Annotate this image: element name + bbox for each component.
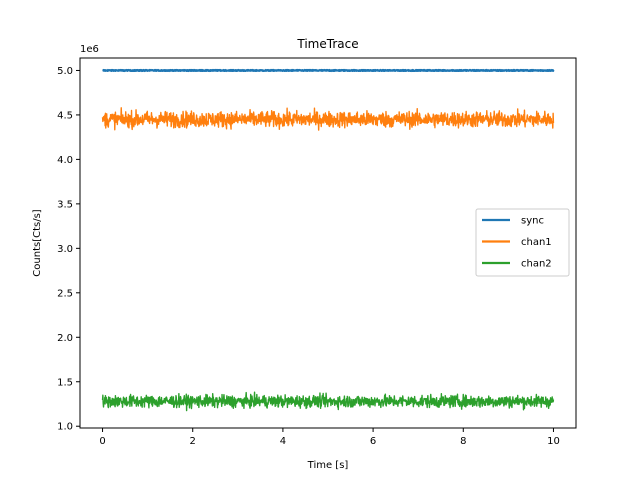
legend-label-sync: sync: [521, 216, 544, 227]
legend: sync chan1 chan2: [475, 208, 570, 277]
legend-label-chan2: chan2: [521, 259, 552, 270]
x-tick-label: 4: [280, 436, 286, 447]
y-offset-label: 1e6: [80, 44, 99, 55]
chart-title: TimeTrace: [296, 37, 358, 51]
y-axis-label: Counts[Cts/s]: [32, 209, 43, 277]
y-tick-label: 4.5: [57, 110, 73, 121]
x-tick-label: 10: [547, 436, 560, 447]
y-tick-label: 1.0: [57, 422, 73, 433]
y-tick-label: 4.0: [57, 155, 73, 166]
plot-frame: [79, 57, 577, 429]
series-line-chan2: [101, 391, 555, 412]
y-tick-label: 3.5: [57, 199, 73, 210]
x-tick-label: 8: [460, 436, 466, 447]
legend-box: [475, 208, 570, 277]
y-tick-label: 1.5: [57, 377, 73, 388]
y-tick-label: 3.0: [57, 244, 73, 255]
x-tick-label: 0: [99, 436, 105, 447]
x-tick-label: 6: [370, 436, 376, 447]
series-line-chan1: [101, 107, 555, 131]
y-axis: 1.0 1.5 2.0 2.5 3.0 3.5 4.0 4.5 5.0: [57, 66, 80, 433]
y-tick-label: 2.0: [57, 333, 73, 344]
x-axis-label: Time [s]: [307, 460, 349, 471]
y-tick-label: 2.5: [57, 288, 73, 299]
series-line-sync: [101, 68, 555, 72]
y-tick-label: 5.0: [57, 66, 73, 77]
series-layer: [101, 68, 555, 412]
x-axis: 0 2 4 6 8 10: [99, 428, 560, 447]
legend-label-chan1: chan1: [521, 237, 552, 248]
x-tick-label: 2: [190, 436, 196, 447]
